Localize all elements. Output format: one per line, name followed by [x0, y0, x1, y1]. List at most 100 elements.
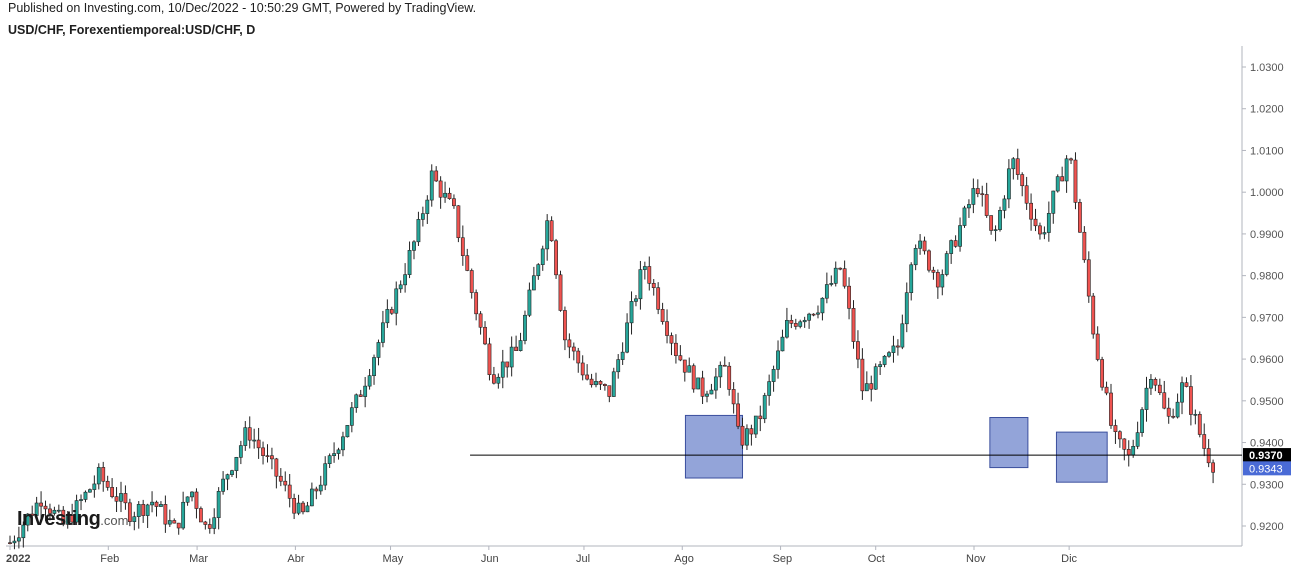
candle-down	[39, 502, 43, 507]
candle-up	[798, 321, 803, 327]
candle-down	[1153, 379, 1158, 386]
candle-down	[274, 458, 279, 477]
candle-down	[607, 385, 612, 397]
candle-up	[167, 520, 172, 525]
candle-up	[372, 357, 376, 376]
candle-up	[709, 389, 714, 395]
candle-down	[163, 504, 168, 525]
price-axis: 1.0300 1.0200 1.0100 1.0000 0.9900 0.9800 0.97…	[1241, 46, 1284, 546]
highlight-box	[684, 414, 744, 479]
x-tick-label: Nov	[966, 553, 986, 565]
candle-up	[864, 383, 869, 392]
candle-down	[247, 427, 252, 441]
candle-up	[145, 504, 150, 516]
y-tick-label: 0.9900	[1250, 229, 1284, 241]
candle-up	[56, 509, 61, 512]
candle-down	[176, 522, 181, 529]
candle-down	[736, 403, 740, 427]
candle-down	[585, 374, 590, 380]
candle-down	[460, 237, 465, 256]
candle-up	[642, 266, 647, 270]
candle-down	[1162, 392, 1167, 409]
published-caption: Published on Investing.com, 10/Dec/2022 …	[8, 1, 477, 15]
candle-down	[1117, 431, 1122, 440]
candle-up	[21, 524, 26, 539]
candle-down	[452, 198, 456, 207]
candle-up	[74, 500, 79, 523]
candle-down	[514, 346, 519, 351]
candle-up	[882, 355, 887, 365]
candle-down	[975, 188, 980, 195]
candle-down	[110, 487, 115, 497]
candle-down	[860, 358, 865, 392]
logo-suffix: .com	[100, 513, 129, 528]
candle-down	[265, 455, 270, 457]
candle-up	[780, 336, 785, 352]
x-tick-label: Dic	[1061, 553, 1077, 565]
candle-up	[753, 415, 758, 435]
candle-up	[620, 351, 625, 360]
candle-down	[198, 508, 203, 523]
candle-down	[598, 381, 603, 385]
candle-up	[234, 457, 239, 471]
candle-down	[984, 194, 989, 216]
candle-up	[638, 269, 643, 300]
candle-up	[629, 301, 634, 324]
candle-down	[674, 342, 678, 356]
candle-up	[1193, 413, 1198, 416]
candle-up	[824, 284, 829, 299]
candle-up	[971, 188, 976, 205]
candle-up	[518, 340, 523, 351]
candle-up	[611, 371, 616, 397]
candle-down	[123, 493, 128, 504]
candle-up	[92, 483, 97, 490]
candle-down	[953, 240, 958, 247]
candle-down	[842, 268, 847, 287]
candle-up	[34, 502, 39, 516]
candle-up	[940, 274, 945, 288]
y-tick-label: 0.9600	[1250, 354, 1284, 366]
candle-up	[998, 210, 1002, 230]
candle-up	[341, 436, 345, 451]
candle-down	[358, 394, 363, 397]
candle-down	[1126, 448, 1131, 456]
candle-up	[500, 361, 505, 378]
candle-up	[416, 219, 421, 243]
last-price-label-bg	[1243, 461, 1291, 476]
candle-down	[389, 309, 394, 314]
candle-down	[478, 313, 483, 328]
candle-down	[101, 467, 106, 482]
candle-up	[816, 312, 820, 315]
candle-down	[1166, 407, 1171, 417]
line-price-label: 0.9370	[1249, 450, 1283, 462]
candle-down	[270, 455, 274, 460]
candle-down	[141, 504, 146, 516]
candle-down	[691, 365, 696, 390]
candle-up	[385, 309, 390, 324]
x-tick-label: Jul	[576, 553, 590, 565]
candle-down	[194, 491, 199, 509]
candle-down	[256, 439, 261, 449]
candle-up	[1144, 387, 1149, 410]
candle-down	[989, 215, 994, 231]
candle-down	[301, 502, 305, 513]
candle-up	[83, 491, 88, 500]
x-tick-label: Oct	[868, 553, 885, 565]
candle-down	[474, 292, 479, 315]
candle-down	[1060, 176, 1065, 182]
candle-down	[127, 502, 132, 522]
candle-down	[1202, 434, 1207, 449]
x-tick-label: Ago	[674, 553, 694, 565]
candle-down	[1086, 259, 1091, 297]
line-price-label-bg	[1243, 448, 1291, 463]
candle-up	[944, 253, 949, 275]
candle-down	[678, 355, 683, 361]
candle-up	[536, 264, 541, 277]
candle-down	[567, 339, 572, 348]
candle-up	[354, 394, 359, 409]
candle-down	[43, 505, 48, 510]
candle-up	[398, 284, 403, 290]
candle-up	[65, 515, 70, 525]
candle-up	[687, 365, 692, 373]
